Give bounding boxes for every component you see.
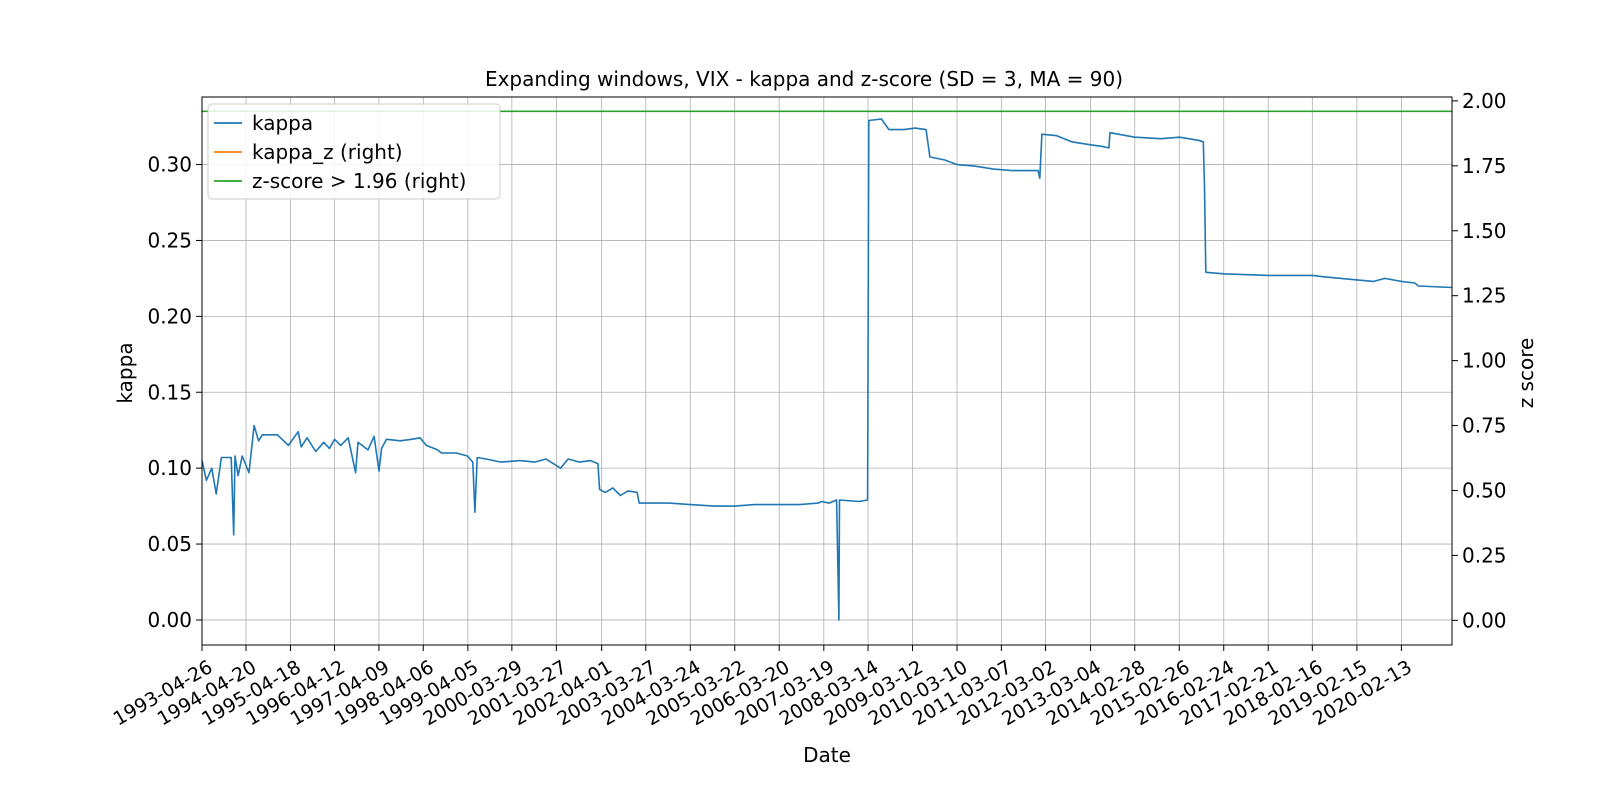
y2-tick-label: 1.75 (1462, 154, 1507, 178)
y-axis-left: 0.00 0.05 0.10 0.15 0.20 0.25 0.30 (147, 153, 202, 632)
y2-tick-label: 0.25 (1462, 543, 1507, 567)
y-tick-label: 0.05 (147, 532, 192, 556)
y2-tick-label: 1.50 (1462, 219, 1507, 243)
legend-label: z-score > 1.96 (right) (252, 169, 466, 193)
legend-label: kappa_z (right) (252, 140, 403, 164)
y2-tick-label: 1.00 (1462, 349, 1507, 373)
y2-tick-label: 2.00 (1462, 89, 1507, 113)
y-tick-label: 0.20 (147, 304, 192, 328)
y-tick-label: 0.25 (147, 228, 192, 252)
y-axis-label: kappa (113, 342, 137, 403)
y2-tick-label: 0.50 (1462, 478, 1507, 502)
y2-tick-label: 1.25 (1462, 284, 1507, 308)
y2-tick-label: 0.00 (1462, 608, 1507, 632)
y-tick-label: 0.30 (147, 153, 192, 177)
x-axis-label: Date (803, 743, 851, 767)
y-tick-label: 0.00 (147, 608, 192, 632)
y-tick-label: 0.10 (147, 456, 192, 480)
legend-box (207, 103, 501, 200)
y-axis-right: 0.00 0.25 0.50 0.75 1.00 1.25 1.50 1.75 2.00 (1452, 89, 1507, 632)
y-tick-label: 0.15 (147, 380, 192, 404)
series-line-kappa (201, 118, 1453, 621)
y2-tick-label: 0.75 (1462, 414, 1507, 438)
legend-label: kappa (252, 111, 313, 135)
y2-axis-label: z score (1514, 338, 1538, 409)
plot-frame (201, 96, 1453, 646)
legend: kappa kappa_z (right) z-score > 1.96 (righ… (207, 103, 501, 200)
chart-title: Expanding windows, VIX - kappa and z-sco… (485, 67, 1123, 91)
